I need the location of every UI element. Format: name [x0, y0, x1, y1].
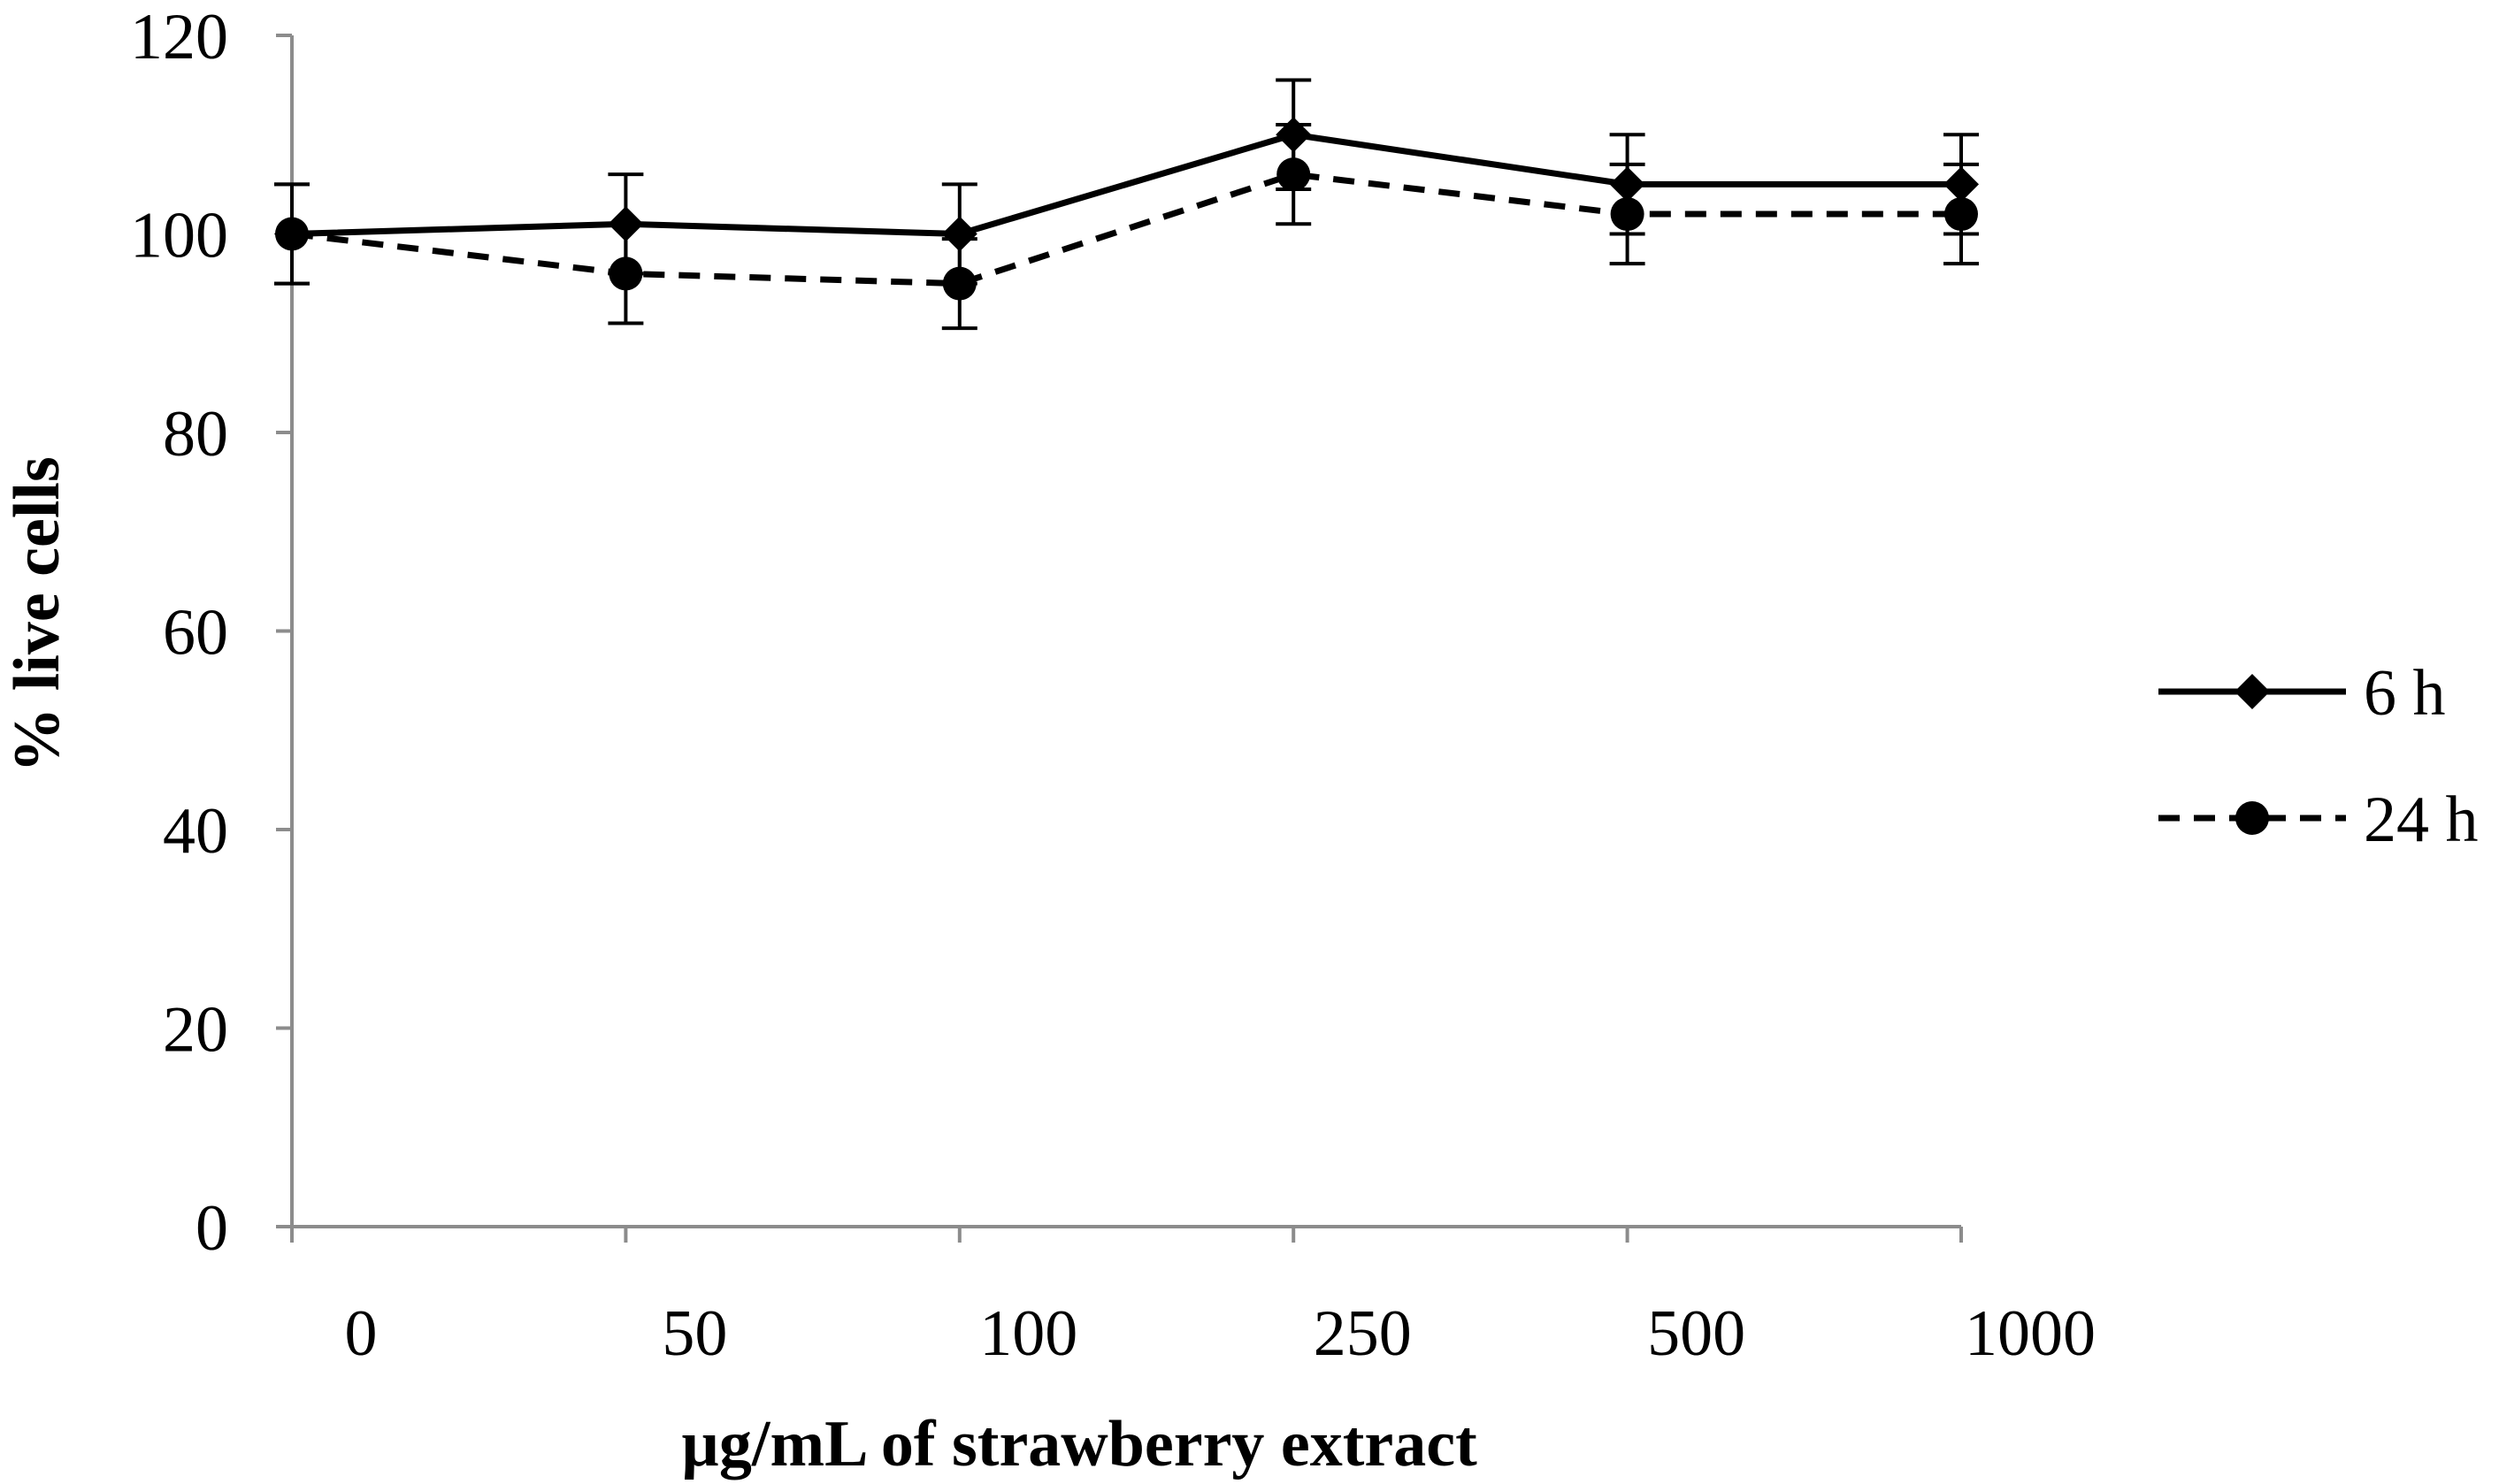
data-point	[275, 217, 309, 251]
legend-label: 6 h	[2364, 657, 2446, 730]
y-tick-label: 80	[163, 398, 228, 470]
y-tick-label: 100	[130, 200, 228, 272]
y-axis-ticks: 0 20 40 60 80 100 120	[130, 1, 292, 1265]
x-axis-title: µg/mL of strawberry extract	[681, 1408, 1477, 1480]
data-point	[1610, 197, 1644, 232]
data-point	[941, 216, 977, 252]
legend-marker	[2235, 674, 2270, 709]
x-tick-label: 0	[345, 1297, 378, 1370]
axes	[290, 35, 1961, 1228]
x-tick-label: 1000	[1965, 1297, 2096, 1370]
x-axis-ticks: 0 50 100 250 500 1000	[290, 1227, 2096, 1370]
x-tick-label: 100	[979, 1297, 1077, 1370]
y-axis-title: % live cells	[1, 456, 73, 773]
y-tick-label: 20	[163, 994, 228, 1067]
x-tick-label: 250	[1314, 1297, 1412, 1370]
data-point	[1276, 157, 1311, 192]
series-layer	[274, 78, 1979, 331]
legend-label: 24 h	[2364, 784, 2479, 856]
data-point	[1944, 197, 1978, 232]
series-line	[291, 131, 1961, 238]
y-tick-label: 120	[130, 1, 228, 73]
x-tick-label: 500	[1647, 1297, 1745, 1370]
x-tick-label: 50	[662, 1297, 727, 1370]
y-tick-label: 60	[163, 597, 228, 669]
y-tick-label: 0	[195, 1192, 228, 1265]
y-tick-label: 40	[163, 795, 228, 868]
data-point	[942, 266, 977, 301]
legend: 6 h 24 h	[2158, 657, 2479, 856]
data-point	[609, 256, 643, 291]
legend-marker	[2235, 801, 2269, 835]
series-6-h	[274, 78, 1979, 286]
series-24-h	[274, 123, 1979, 331]
